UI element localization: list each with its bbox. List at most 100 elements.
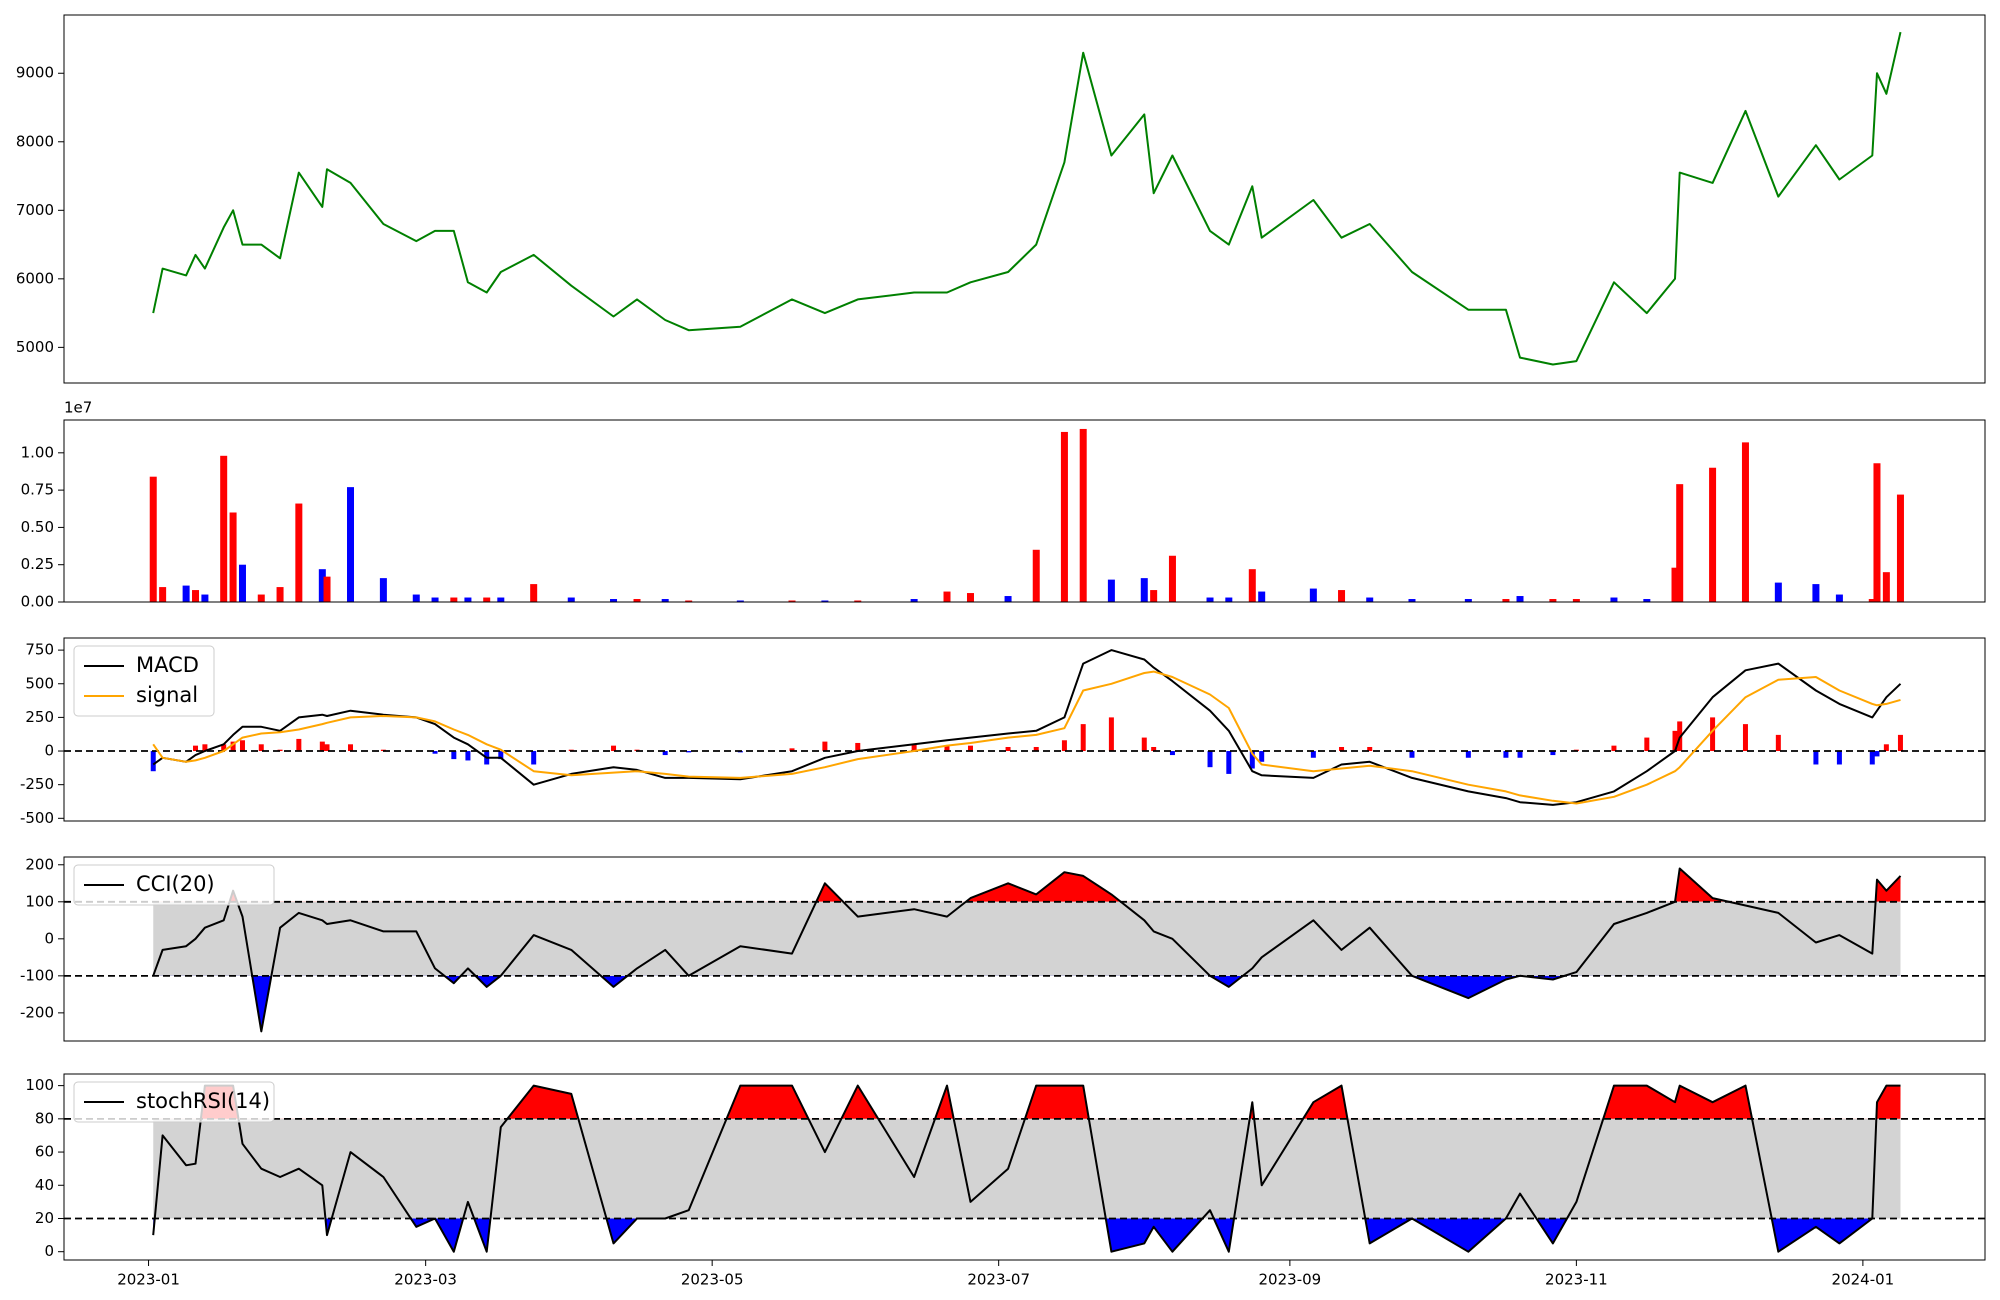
overbought-fill [200,1085,1901,1119]
y-tick-label: 100 [25,1076,54,1094]
histogram-bar [1813,751,1819,765]
volume-bar [1032,549,1040,602]
x-tick-label: 2023-03 [394,1271,457,1289]
histogram-bar [1108,717,1114,752]
volume-bar [1079,428,1087,602]
volume-bar [821,600,829,602]
y-tick-label: 40 [35,1176,54,1194]
y-tick-label: -200 [20,1003,54,1021]
x-tick-label: 2023-05 [681,1271,744,1289]
volume-bar [1516,596,1524,602]
histogram-bar [465,751,471,761]
volume-bar [450,597,458,602]
volume-bar [1150,590,1158,602]
histogram-bar [967,745,973,752]
histogram-bar [1517,751,1523,758]
y-tick-label: 750 [25,641,54,659]
volume-bar [1774,582,1782,602]
volume-bar [685,600,693,602]
volume-bar [1258,591,1266,602]
volume-bar [412,594,420,602]
y-tick-label: 20 [35,1209,54,1227]
volume-bar [1676,484,1684,602]
x-tick-label: 2023-01 [117,1271,180,1289]
histogram-bar [348,744,354,752]
histogram-bar [1897,734,1903,752]
volume-bar [530,584,538,602]
y-tick-label: 0.75 [21,481,54,499]
histogram-bar [1367,746,1373,752]
panel-frame [63,419,1986,603]
volume-bar [238,564,246,602]
plot-area [152,31,1902,366]
histogram-bar [1409,751,1415,758]
volume-bar [1366,597,1374,602]
histogram-bar [789,748,795,752]
volume-bar [323,576,331,602]
legend: CCI(20) [84,872,215,896]
y-tick-label: 0.25 [21,555,54,573]
volume-bar [1835,594,1843,602]
volume-bar [182,585,190,602]
histogram-bar [855,742,861,752]
histogram-bar [451,751,457,760]
volume-bar [318,569,326,602]
legend: stochRSI(14) [84,1089,270,1113]
legend-box [73,645,215,717]
histogram-bar [193,745,199,752]
histogram-bar [1775,734,1781,752]
histogram-bar [1742,724,1748,752]
y-tick-label: 0 [44,929,54,947]
histogram-bar [258,744,264,752]
volume-bar [1572,599,1580,602]
histogram-bar [911,744,917,752]
histogram-bar [1465,751,1471,758]
legend-box [73,864,275,906]
histogram-bar [1874,751,1880,757]
volume-bar [567,597,575,602]
y-tick-label: 0 [44,742,54,760]
histogram-bar [531,751,537,765]
volume-bar [159,587,167,602]
volume-bar [1309,588,1317,602]
plot-area [64,867,1985,1033]
histogram-bar [1310,751,1316,758]
volume-bar [220,455,228,602]
legend-label: signal [136,683,198,707]
volume-bar [1549,599,1557,602]
series-line [152,867,1902,1033]
histogram-bar [1151,746,1157,752]
x-tick-label: 2023-11 [1545,1271,1608,1289]
volume-bar [1107,579,1115,602]
volume-bar [347,487,355,602]
plot-area [64,1084,1985,1253]
histogram-bar [498,751,504,760]
oversold-fill [252,975,1565,1032]
panel: -200 -100 0 100 200 CCI(20) [20,855,1986,1042]
y-tick-label: 9000 [16,64,54,82]
panel-frame [63,637,1986,822]
panel: -500 -250 0 250 500 750 MACD signal [20,637,1986,827]
volume-bar [1206,597,1214,602]
y-tick-label: 100 [25,892,54,910]
volume-bar [192,590,200,602]
legend-label: CCI(20) [136,872,215,896]
y-tick-label: -500 [20,809,54,827]
volume-bar [610,599,618,602]
volume-bar [1060,431,1068,602]
volume-bar [1248,569,1256,602]
y-tick-label: 5000 [16,338,54,356]
volume-bar [1225,597,1233,602]
histogram-bar [1005,746,1011,752]
histogram-bar [150,751,156,772]
histogram-bar [1611,745,1617,752]
volume-bar [1868,599,1876,602]
y-tick-label: 6000 [16,269,54,287]
volume-bar [633,599,641,602]
overbought-fill [229,868,1901,902]
x-tick-label: 2023-07 [967,1271,1030,1289]
panel: 0 20 40 60 80 100 stochRSI(14) 2023-01 2023-03 20… [25,1073,1986,1289]
neutral-band [153,901,1901,976]
histogram-bar [239,740,245,752]
